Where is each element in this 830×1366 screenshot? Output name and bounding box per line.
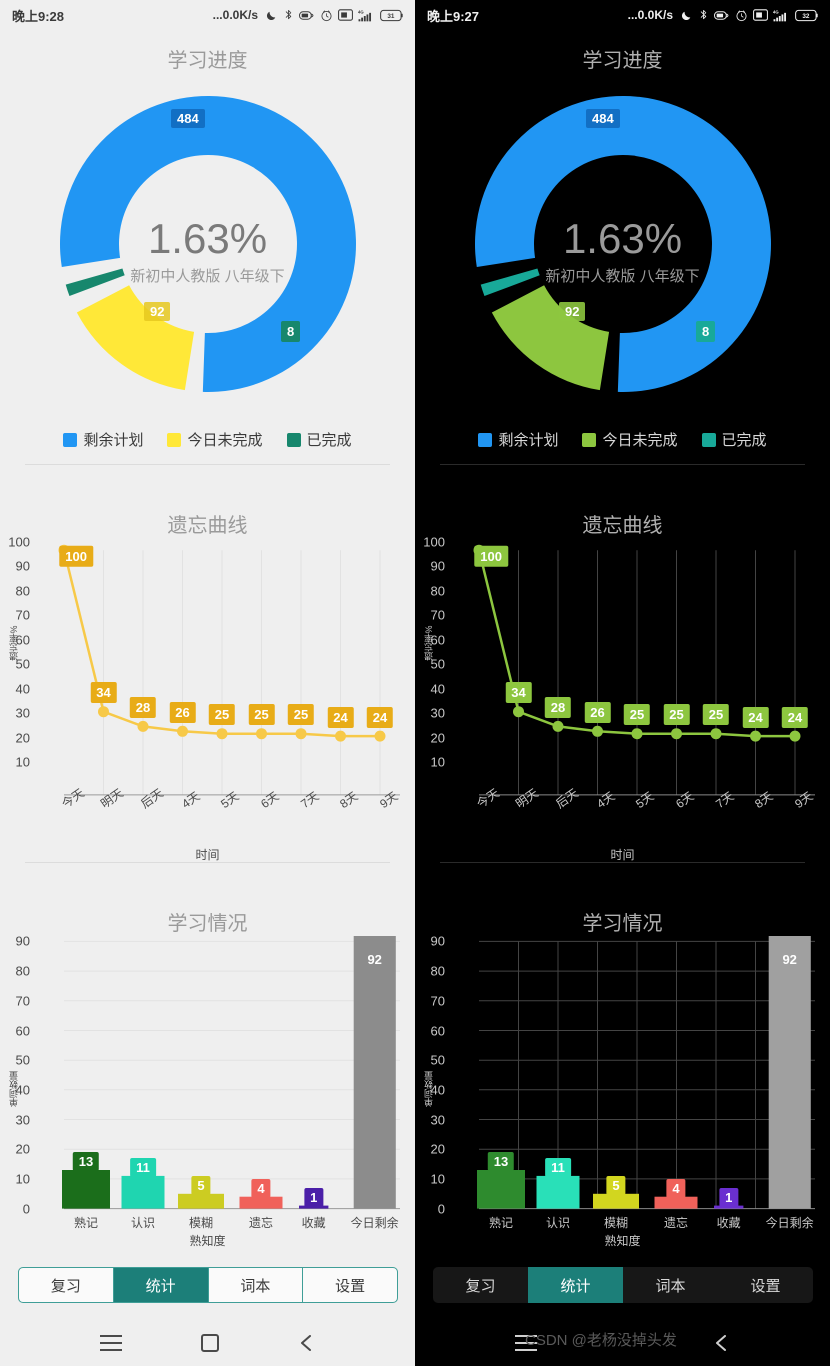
svg-text:31: 31: [387, 13, 395, 20]
svg-text:32: 32: [802, 13, 810, 20]
svg-text:4G: 4G: [358, 9, 364, 14]
svg-text:4G: 4G: [773, 9, 779, 14]
